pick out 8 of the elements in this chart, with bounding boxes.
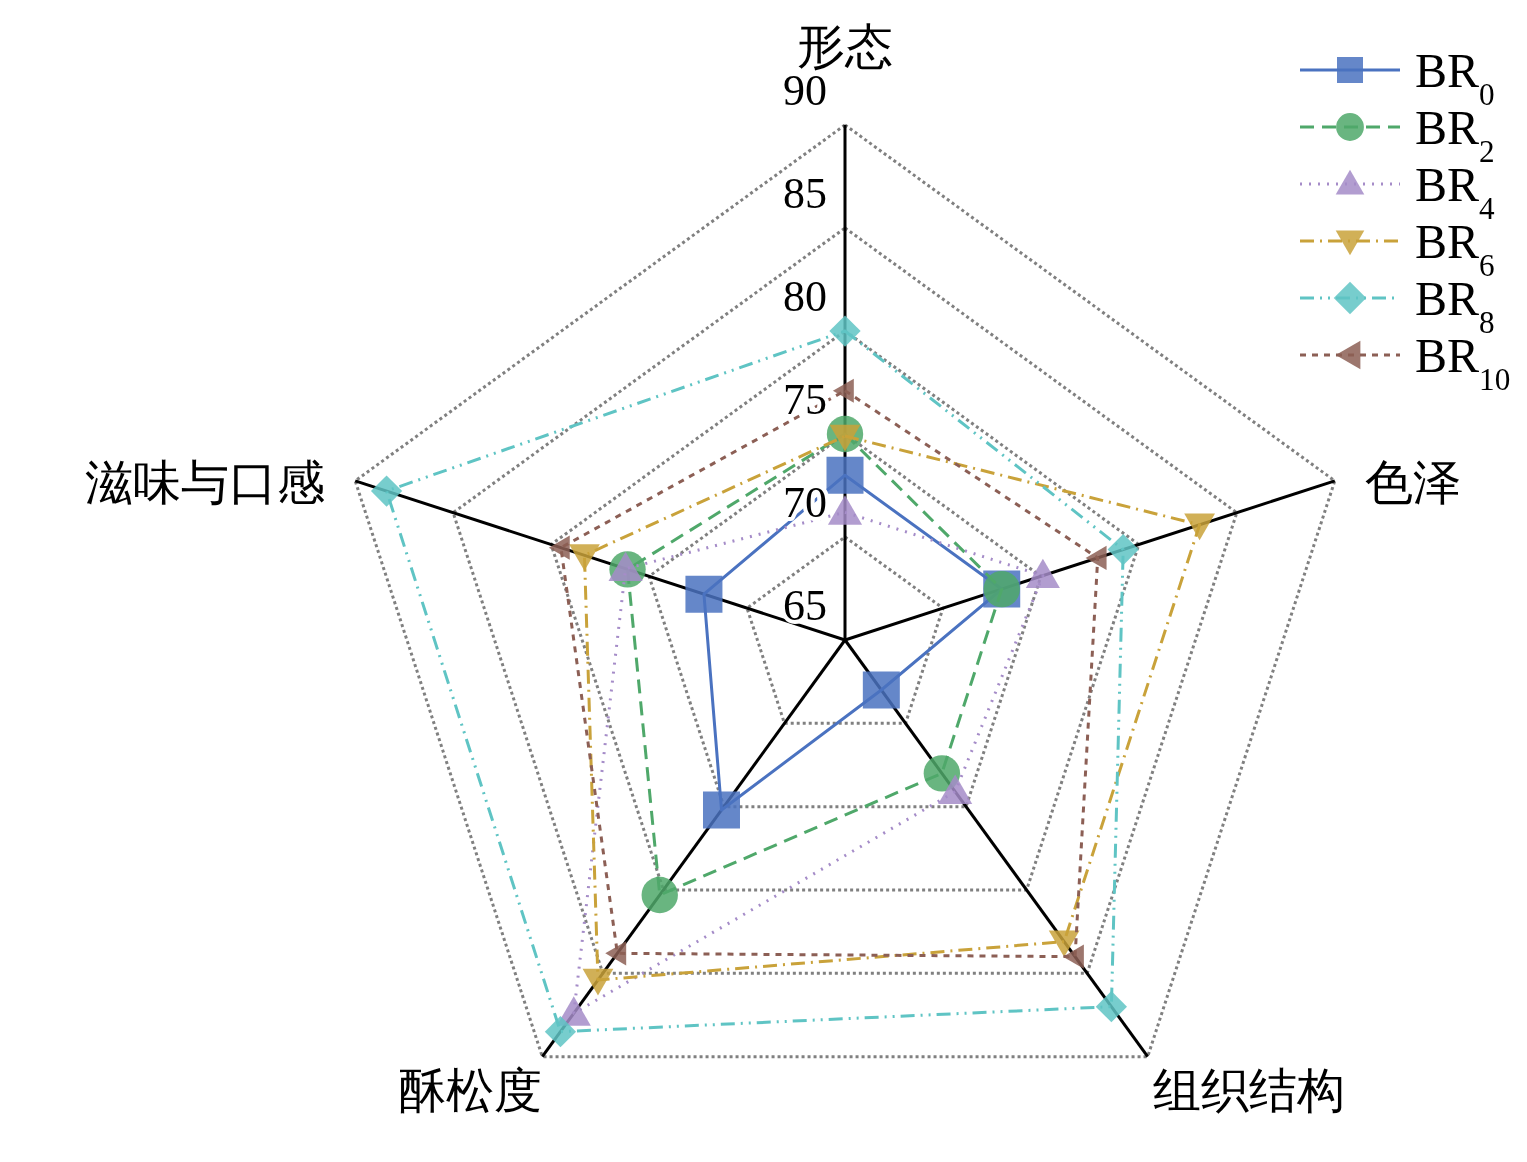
- spoke-label: 组织结构: [1152, 1063, 1345, 1117]
- y-tick-label: 85: [783, 169, 827, 218]
- spoke-label: 滋味与口感: [85, 455, 326, 509]
- y-tick-label: 80: [783, 272, 827, 321]
- spoke-label: 色泽: [1364, 455, 1461, 509]
- y-tick-label: 75: [783, 375, 827, 424]
- spoke-label: 酥松度: [398, 1063, 543, 1117]
- y-tick-label: 65: [783, 581, 827, 630]
